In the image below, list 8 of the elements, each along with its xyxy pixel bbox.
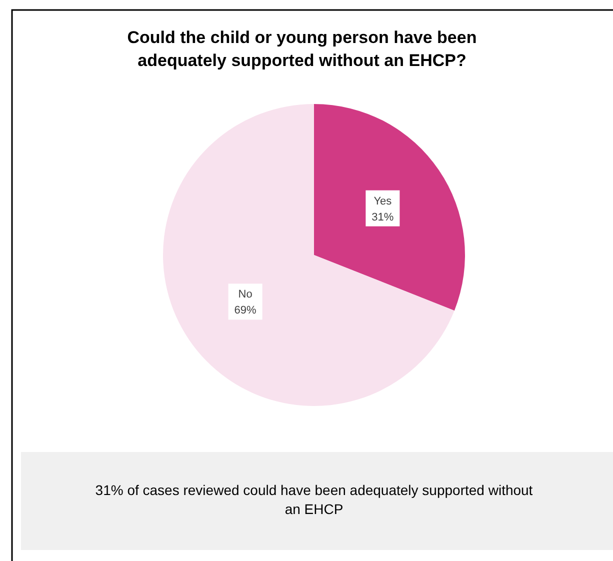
chart-title: Could the child or young person have been adequately supported without an EHCP? <box>127 28 477 70</box>
text: 31% of cases reviewed could have been adequately supported without an EHCP <box>95 482 533 517</box>
data-label: 31% <box>372 211 394 224</box>
data-label: 69% <box>234 304 257 317</box>
pie-slice <box>163 104 454 406</box>
slice-label: No <box>238 288 252 301</box>
slice-label: Yes <box>374 195 392 208</box>
pie-slice <box>314 104 465 311</box>
